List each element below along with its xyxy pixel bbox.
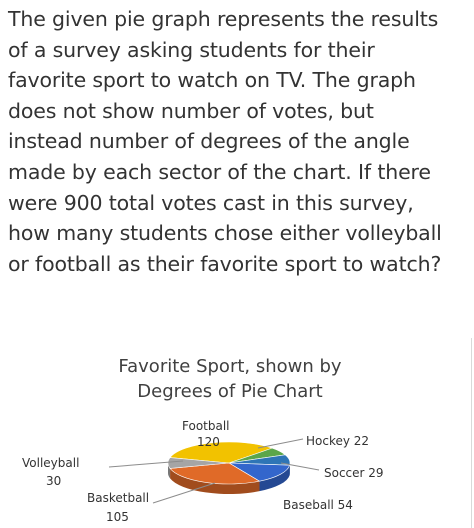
pie-side-volleyball [168, 463, 171, 479]
chart-border [471, 338, 472, 528]
label-basketball: Basketball [87, 491, 149, 505]
pie-slice-baseball [228, 462, 291, 482]
question-line: made by each sector of the chart. If the… [8, 159, 431, 184]
question-line: The given pie graph represents the resul… [8, 7, 439, 31]
label-basketball-value: 105 [106, 510, 129, 524]
label-football: Football [182, 419, 230, 433]
question-line: instead number of degrees of the angle [8, 129, 410, 154]
question-text: The given pie graph represents the resul… [8, 4, 470, 279]
pie-slice-football [169, 441, 274, 464]
leader-line-basketball [152, 482, 216, 504]
label-hockey: Hockey 22 [306, 434, 369, 448]
question-line: how many students chose either volleybal… [8, 221, 442, 246]
question-line: of a survey asking students for their [8, 37, 375, 62]
label-baseball: Baseball 54 [283, 498, 353, 512]
label-football-value: 120 [197, 435, 220, 449]
chart-title: Favorite Sport, shown by Degrees of Pie … [70, 354, 390, 404]
leader-line-volleyball [108, 460, 184, 468]
leader-line-soccer [280, 462, 320, 471]
pie-slice-volleyball [167, 457, 230, 469]
chart-title-line: Favorite Sport, shown by [118, 356, 342, 377]
chart-title-line: Degrees of Pie Chart [137, 381, 323, 402]
pie-top [167, 441, 291, 485]
label-soccer: Soccer 29 [324, 466, 384, 480]
question-line: does not show number of votes, but [8, 98, 374, 123]
question-line: or football as their favorite sport to w… [8, 251, 442, 276]
question-line: were 900 total votes cast in this survey… [8, 190, 414, 215]
pie-side-basketball [170, 468, 260, 494]
label-volleyball: Volleyball [22, 456, 79, 470]
question-line: favorite sport to watch on TV. The graph [8, 68, 416, 93]
leader-line-hockey [257, 438, 304, 449]
pie-chart: Favorite Sport, shown by Degrees of Pie … [0, 338, 474, 528]
label-volleyball-value: 30 [46, 474, 61, 488]
pie-depth [168, 463, 290, 494]
pie-svg: Football 120 Hockey 22 Soccer 29 Basebal… [22, 419, 384, 524]
pie-side-baseball [259, 465, 290, 492]
pie-slice-basketball [169, 462, 261, 485]
